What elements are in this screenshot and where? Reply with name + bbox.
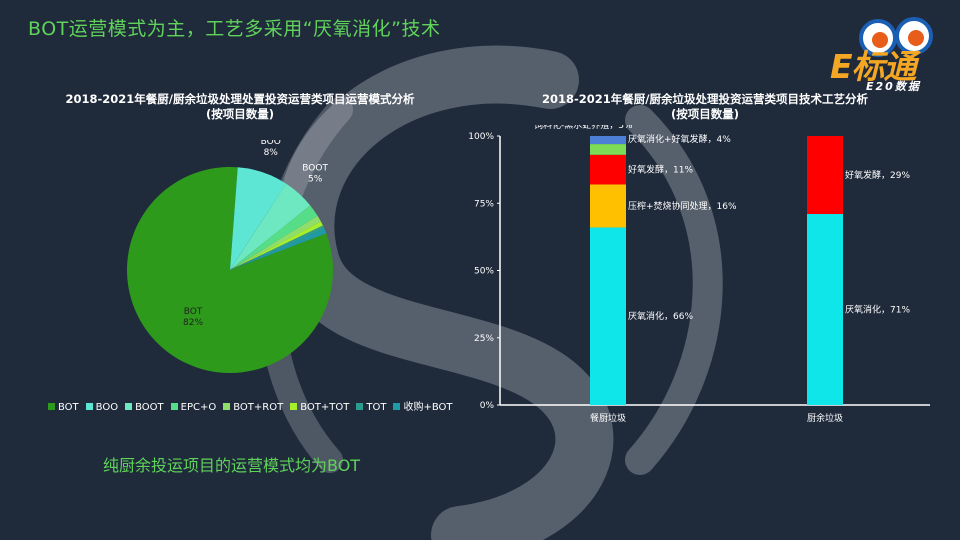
legend-item: 收购+BOT <box>393 398 453 413</box>
legend-label: BOT+TOT <box>300 402 350 413</box>
bar-data-label: 饲料化-黑水虻养殖，3% <box>534 125 633 131</box>
bar-segment <box>590 144 626 155</box>
legend-swatch <box>223 403 231 410</box>
pie-label-boot-pct: 5% <box>308 174 323 184</box>
pie-slice-bot-tot <box>230 221 323 270</box>
legend-swatch <box>290 403 298 410</box>
bar-chart-title: 2018-2021年餐厨/厨余垃圾处理投资运营类项目技术工艺分析 (按项目数量) <box>500 92 910 122</box>
bar-segment <box>807 214 843 405</box>
logo-wordmark: E标通 <box>830 47 917 86</box>
legend-swatch <box>125 403 133 410</box>
legend-label: EPC+O <box>180 402 217 413</box>
legend-item: BOOT <box>125 402 164 413</box>
legend-item: BOT+ROT <box>223 402 283 413</box>
bar-title-line: 2018-2021年餐厨/厨余垃圾处理投资运营类项目技术工艺分析 <box>542 92 868 106</box>
pie-slice-boot <box>230 183 311 270</box>
logo-subtitle: E20数据 <box>866 80 921 93</box>
legend-swatch <box>393 403 401 410</box>
pie-slice-bot-rot <box>230 215 321 270</box>
bar-data-label: 厌氧消化，66% <box>628 310 693 322</box>
pie-slice-boo <box>230 167 287 270</box>
legend-swatch <box>170 403 178 410</box>
legend-item: BOT+TOT <box>290 402 349 413</box>
slide-title: BOT运营模式为主，工艺多采用“厌氧消化”技术 <box>28 18 441 40</box>
legend-swatch <box>356 403 364 410</box>
legend-label: 收购+BOT <box>403 402 453 413</box>
y-tick-label: 25% <box>474 334 494 344</box>
pie-label-boo: BOO <box>261 140 281 147</box>
legend-label: BOT+ROT <box>233 402 284 413</box>
pie-label-boo-pct: 8% <box>264 148 279 158</box>
logo-eyes-icon <box>859 17 933 57</box>
pie-chart-title: 2018-2021年餐厨/厨余垃圾处理处置投资运营类项目运营模式分析 (按项目数… <box>40 92 440 122</box>
footnote-text: 纯厨余投运项目的运营模式均为BOT <box>103 456 361 475</box>
bar-data-label: 厌氧消化，71% <box>845 304 910 316</box>
x-category-label: 厨余垃圾 <box>807 412 843 424</box>
y-tick-label: 100% <box>468 132 494 142</box>
pie-title-line: 2018-2021年餐厨/厨余垃圾处理处置投资运营类项目运营模式分析 <box>65 92 415 106</box>
bar-segment <box>590 136 626 145</box>
bar-segment <box>590 227 626 405</box>
bar-data-label: 厌氧消化+好氧发酵，4% <box>628 133 731 145</box>
legend-item: EPC+O <box>170 402 217 413</box>
bar-data-label: 好氧发酵，11% <box>628 164 693 176</box>
y-tick-label: 75% <box>474 199 494 209</box>
brand-logo: E标通 E20数据 <box>828 14 938 96</box>
legend-label: TOT <box>366 402 387 413</box>
bar-data-label: 好氧发酵，29% <box>845 169 910 181</box>
pie-slice-tot <box>230 225 325 270</box>
legend-label: BOO <box>95 402 119 413</box>
pie-label-boot: BOOT <box>302 163 328 173</box>
pie-legend: BOT BOO BOOT EPC+O BOT+ROT BOT+TOT TOT 收购+BOT <box>48 398 460 413</box>
pie-label-bot-pct: 82% <box>183 318 203 328</box>
legend-item: BOO <box>85 402 119 413</box>
pie-label-bot: BOT <box>184 307 203 317</box>
pie-slice-epc-o <box>230 205 318 270</box>
legend-swatch <box>85 403 93 410</box>
bar-segment <box>590 154 626 185</box>
bar-segment <box>590 184 626 228</box>
stacked-bar-chart: 0% 25% 50% 75% 100% 厌氧消化，66% 压榨+焚烧协同处理，16% 好氧发酵… <box>468 125 930 424</box>
bar-subtitle-line: (按项目数量) <box>670 107 739 121</box>
legend-label: BOOT <box>135 402 164 413</box>
x-category-label: 餐厨垃圾 <box>590 412 626 424</box>
legend-swatch <box>48 403 55 410</box>
y-tick-label: 50% <box>474 267 494 277</box>
pie-subtitle-line: (按项目数量) <box>205 107 274 121</box>
bar-data-label: 压榨+焚烧协同处理，16% <box>628 200 737 212</box>
bar-segment <box>807 136 843 215</box>
legend-item: TOT <box>356 402 386 413</box>
legend-item: BOT <box>48 402 79 413</box>
pie-slice--bot <box>230 229 327 270</box>
y-tick-label: 0% <box>480 401 495 411</box>
legend-label: BOT <box>58 402 79 413</box>
